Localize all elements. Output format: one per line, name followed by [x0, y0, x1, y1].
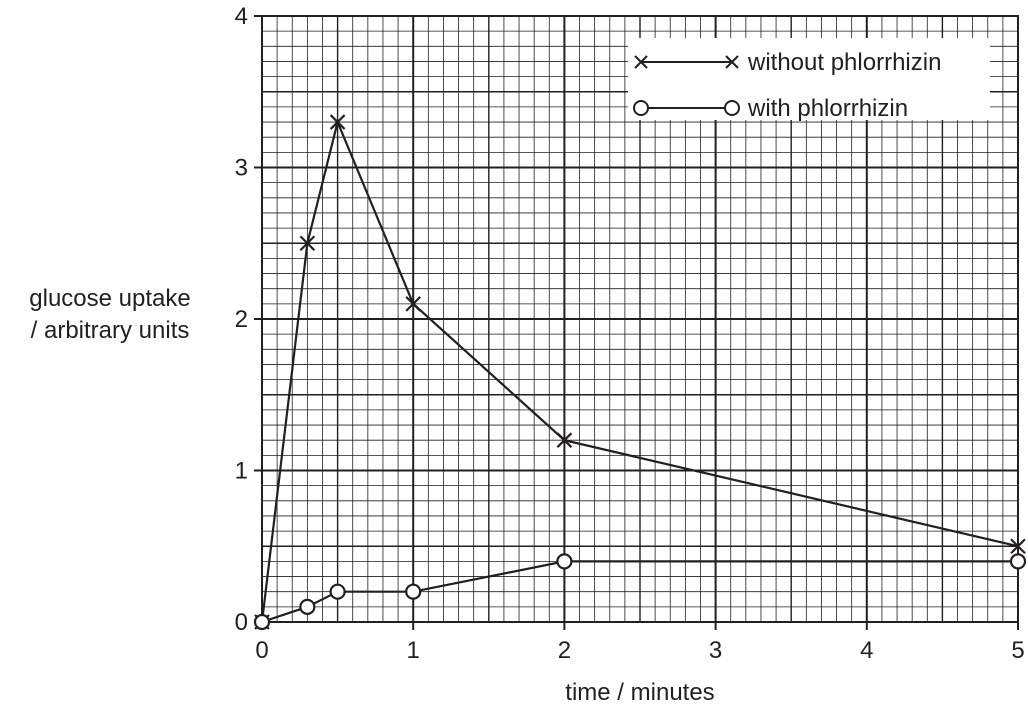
y-tick-label: 1	[235, 458, 248, 485]
data-point-cross	[329, 114, 346, 130]
data-point-cross	[299, 235, 316, 252]
data-point-circle	[299, 598, 316, 615]
x-tick-label: 0	[255, 637, 268, 664]
legend-cross-marker-right	[725, 55, 739, 69]
y-axis-title-line-1: glucose uptake	[29, 285, 190, 312]
series-with-phlorrhizin	[253, 553, 1027, 631]
data-point-cross-stroke	[329, 114, 346, 130]
x-tick-label: 4	[860, 637, 873, 664]
data-point-circle	[556, 553, 573, 570]
y-tick-label: 3	[235, 155, 248, 182]
axes	[254, 15, 1019, 630]
data-point-cross	[556, 432, 573, 448]
legend-circle-marker-left	[633, 100, 649, 116]
series-line-without-phlorrhizin	[260, 118, 1019, 623]
x-tick-label: 1	[407, 637, 420, 664]
y-tick-label: 2	[235, 306, 248, 333]
legend-circle-marker-right	[724, 100, 740, 116]
data-point-cross	[1010, 538, 1026, 555]
data-point-circle	[1009, 553, 1027, 570]
data-point-circle	[405, 583, 422, 600]
series	[253, 114, 1027, 631]
legend-label-without-phlorrhizin: without phlorrhizin	[747, 49, 941, 76]
legend: without phlorrhizin with phlorrhizin	[628, 38, 990, 122]
x-axis-title: time / minutes	[565, 679, 714, 706]
legend-item-without-phlorrhizin: without phlorrhizin	[634, 49, 941, 76]
x-tick-label: 2	[558, 637, 571, 664]
data-point-cross-stroke	[1010, 538, 1026, 555]
data-point-cross-stroke	[405, 296, 421, 312]
y-axis-title: glucose uptake / arbitrary units	[29, 285, 190, 344]
data-point-circle	[253, 613, 271, 631]
y-tick-label: 0	[235, 609, 248, 636]
data-point-circle	[329, 583, 346, 600]
data-point-cross-stroke	[556, 432, 573, 448]
series-without-phlorrhizin	[254, 114, 1026, 630]
legend-cross-marker-left	[634, 55, 648, 69]
x-tick-label: 3	[709, 637, 722, 664]
data-point-cross	[405, 296, 421, 312]
legend-item-with-phlorrhizin: with phlorrhizin	[633, 95, 908, 122]
tick-labels: 0 1 2 3 4 5 0 1 2 3 4	[235, 3, 1025, 664]
legend-background	[628, 38, 990, 120]
x-tick-label: 5	[1011, 637, 1024, 664]
legend-label-with-phlorrhizin: with phlorrhizin	[747, 95, 908, 122]
data-point-cross-stroke	[299, 235, 316, 252]
y-axis-title-line-2: / arbitrary units	[31, 317, 190, 344]
y-tick-label: 4	[235, 3, 248, 30]
